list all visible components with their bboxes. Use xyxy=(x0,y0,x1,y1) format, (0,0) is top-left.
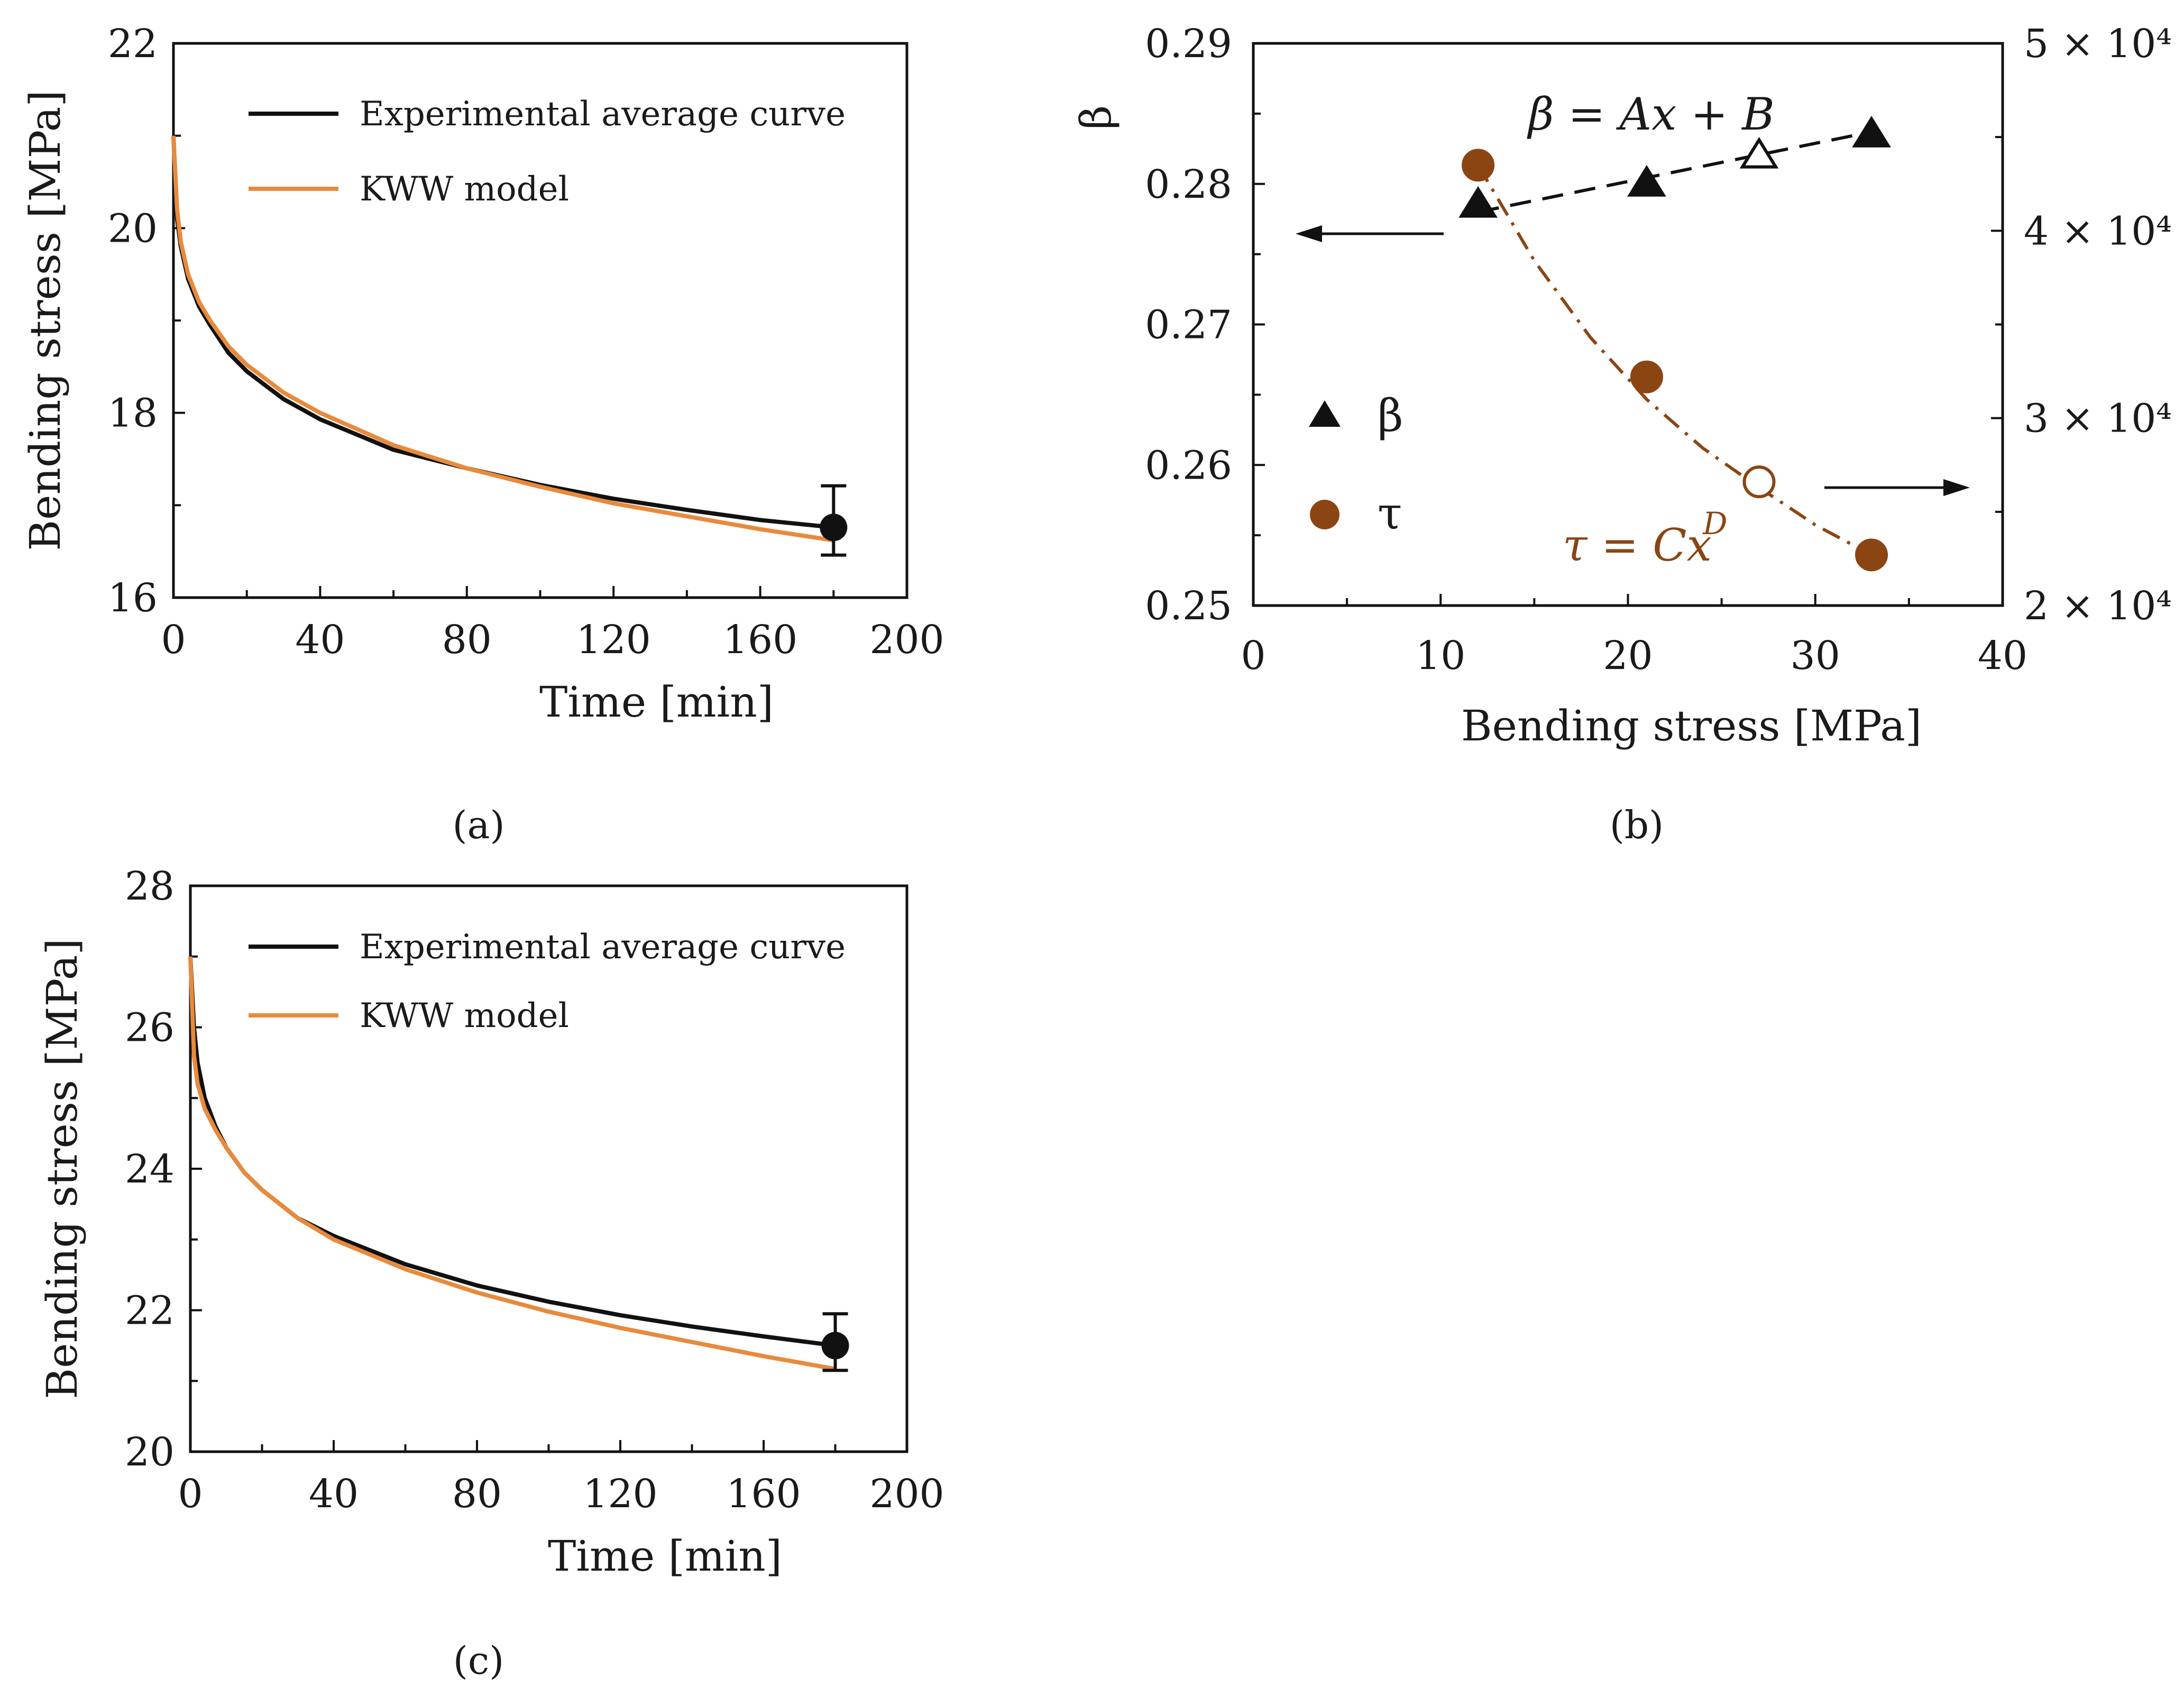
beta-equation: β = Ax + B xyxy=(1527,88,1775,140)
y-tick-label: 18 xyxy=(108,391,158,436)
x-tick-label: 40 xyxy=(1978,633,2027,679)
end-point-marker xyxy=(820,514,848,542)
x-tick-label: 120 xyxy=(576,617,651,663)
tau-marker xyxy=(1462,149,1495,182)
y2-tick-label: 4 × 10⁴ xyxy=(2024,208,2172,254)
x-tick-label: 10 xyxy=(1416,633,1465,679)
y-tick-label: 0.29 xyxy=(1145,21,1232,67)
tau-marker xyxy=(1630,360,1663,393)
legend-label: KWW model xyxy=(360,170,569,209)
beta-marker xyxy=(1739,136,1779,169)
panel-c-chart: 0 40 80 120 160 200 20 22 24 26 28 Experimental ave… xyxy=(38,864,944,1683)
y-tick-label: 22 xyxy=(125,1288,175,1334)
series-line-kww xyxy=(188,956,836,1371)
legend-beta-label: β xyxy=(1378,390,1403,442)
x-tick-label: 0 xyxy=(178,1471,203,1517)
panel-a-chart: 0 40 80 120 160 200 16 18 20 22 Experimental avera… xyxy=(21,21,944,847)
right-axis-arrow-head xyxy=(1943,479,1970,496)
beta-marker xyxy=(1627,165,1666,197)
legend-label: Experimental average curve xyxy=(360,95,846,134)
y-tick-label: 26 xyxy=(125,1005,175,1051)
beta-marker xyxy=(1852,116,1891,148)
tau-equation: τ = Cx xyxy=(1563,519,1712,571)
y2-tick-label: 2 × 10⁴ xyxy=(2024,583,2172,629)
y-tick-label: 0.27 xyxy=(1145,302,1232,348)
tau-marker xyxy=(1742,465,1776,499)
panel-b-chart: 0 10 20 30 40 0.25 0.26 0.27 0.28 0.29 2 × 10⁴ 3 × … xyxy=(1071,21,2172,847)
y-tick-label: 0.28 xyxy=(1145,162,1232,207)
x-tick-label: 40 xyxy=(295,617,345,663)
legend-tau-swatch xyxy=(1310,500,1339,529)
y-tick-label: 0.26 xyxy=(1145,443,1232,488)
y-tick-label: 0.25 xyxy=(1145,583,1232,629)
fit-line-tau xyxy=(1476,164,1873,556)
x-tick-label: 80 xyxy=(442,617,492,663)
tau-equation-exponent: D xyxy=(1702,506,1728,542)
x-tick-label: 200 xyxy=(869,617,944,663)
x-axis-label: Time [min] xyxy=(539,677,774,727)
x-tick-label: 20 xyxy=(1603,633,1653,679)
legend-beta-swatch xyxy=(1309,400,1341,427)
y-tick-label: 20 xyxy=(125,1429,175,1475)
x-tick-label: 0 xyxy=(1241,633,1265,679)
y-tick-label: 28 xyxy=(125,864,175,909)
y-axis-label: Bending stress [MPa] xyxy=(38,938,87,1399)
panel-label: (b) xyxy=(1610,803,1664,847)
tau-marker xyxy=(1855,538,1888,572)
x-tick-label: 30 xyxy=(1791,633,1840,679)
plot-frame xyxy=(189,884,909,1453)
y-axis-label: Bending stress [MPa] xyxy=(21,90,70,551)
end-point-marker xyxy=(821,1332,849,1360)
series-line-kww xyxy=(171,135,834,543)
x-tick-label: 0 xyxy=(161,617,186,663)
x-tick-label: 200 xyxy=(869,1471,944,1517)
beta-marker xyxy=(1458,186,1498,218)
panel-label: (c) xyxy=(453,1638,504,1683)
fit-line-beta xyxy=(1478,130,1872,214)
y-tick-label: 20 xyxy=(108,206,158,251)
x-tick-label: 80 xyxy=(452,1471,502,1517)
legend-tau-label: τ xyxy=(1378,488,1402,539)
y-axis-label: β xyxy=(1071,105,1121,130)
x-tick-label: 160 xyxy=(726,1471,801,1517)
x-tick-label: 160 xyxy=(723,617,797,663)
x-axis-label: Bending stress [MPa] xyxy=(1461,701,1922,750)
y-tick-label: 22 xyxy=(108,21,158,67)
y2-tick-label: 3 × 10⁴ xyxy=(2024,396,2172,442)
x-tick-label: 40 xyxy=(309,1471,359,1517)
x-axis-label: Time [min] xyxy=(548,1532,782,1581)
y-tick-label: 24 xyxy=(125,1147,175,1192)
y-tick-label: 16 xyxy=(108,575,158,621)
legend-label: KWW model xyxy=(360,996,569,1035)
panel-label: (a) xyxy=(452,803,504,847)
y2-tick-label: 5 × 10⁴ xyxy=(2024,21,2172,67)
x-tick-label: 120 xyxy=(583,1471,657,1517)
left-axis-arrow-head xyxy=(1296,225,1322,242)
legend-label: Experimental average curve xyxy=(360,928,846,967)
